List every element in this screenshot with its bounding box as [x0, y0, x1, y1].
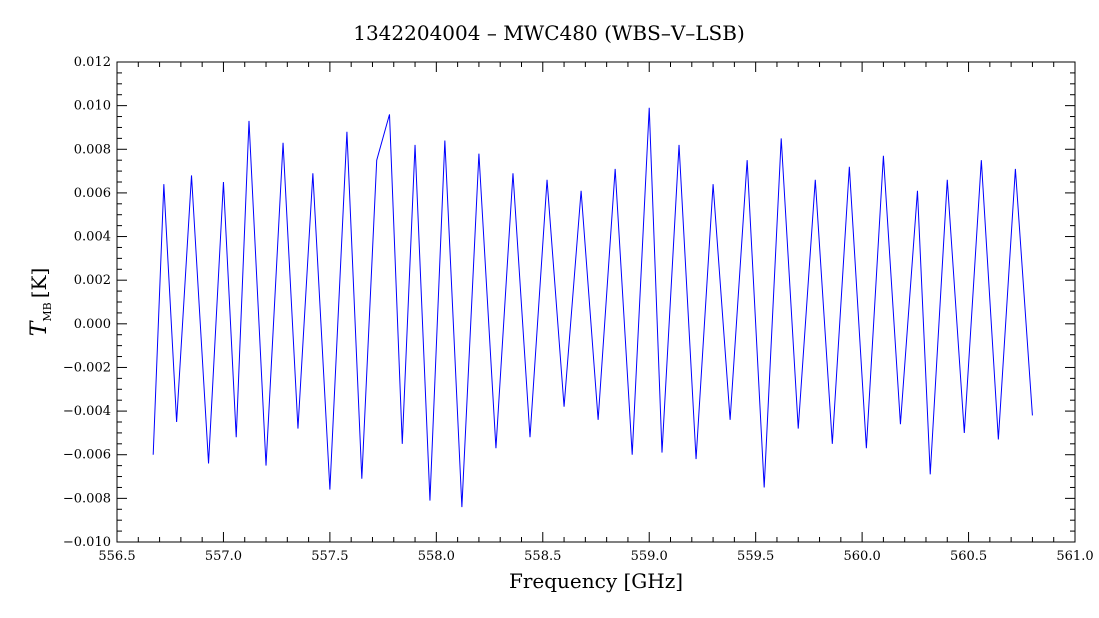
x-tick-label: 559.0 [631, 549, 668, 564]
y-tick-label: 0.012 [74, 55, 111, 70]
x-axis: 556.5 557.0 557.5 558.0 558.5 559.0 559.5 560.0… [98, 62, 1094, 564]
x-tick-label: 560.0 [844, 549, 881, 564]
x-tick-label: 558.0 [418, 549, 455, 564]
y-axis-label-symbol: T [27, 319, 52, 336]
y-tick-label: −0.002 [63, 360, 111, 375]
y-axis: 0.012 0.010 0.008 0.006 0.004 0.002 0.000 −0.00… [63, 55, 1075, 550]
plot-area [152, 107, 1033, 508]
y-tick-label: 0.006 [74, 186, 111, 201]
chart-title: 1342204004 – MWC480 (WBS–V–LSB) [353, 21, 745, 45]
y-axis-label-unit: [K] [27, 268, 51, 299]
x-tick-label: 556.5 [98, 549, 135, 564]
x-tick-label: 557.0 [205, 549, 242, 564]
x-axis-label: Frequency [GHz] [509, 569, 683, 593]
y-tick-label: 0.010 [74, 99, 111, 114]
svg-text:TMB[K]: TMB [K] [27, 268, 54, 337]
y-tick-label: 0.008 [74, 142, 111, 157]
x-tick-label: 559.5 [737, 549, 774, 564]
x-tick-label: 557.5 [311, 549, 348, 564]
y-tick-label: −0.010 [63, 535, 111, 550]
y-tick-label: −0.006 [63, 448, 111, 463]
y-axis-label: TMB [K] [27, 268, 54, 337]
y-tick-label: 0.004 [74, 230, 111, 245]
y-axis-label-subscript: MB [41, 302, 54, 321]
x-tick-label: 558.5 [524, 549, 561, 564]
x-tick-label: 561.0 [1056, 549, 1093, 564]
x-tick-label: 560.5 [950, 549, 987, 564]
plot-frame [116, 61, 1076, 543]
y-tick-label: 0.000 [74, 317, 111, 332]
y-tick-label: 0.002 [74, 273, 111, 288]
spectrum-series-line [152, 107, 1033, 508]
y-tick-label: −0.008 [63, 491, 111, 506]
y-tick-label: −0.004 [63, 404, 111, 419]
